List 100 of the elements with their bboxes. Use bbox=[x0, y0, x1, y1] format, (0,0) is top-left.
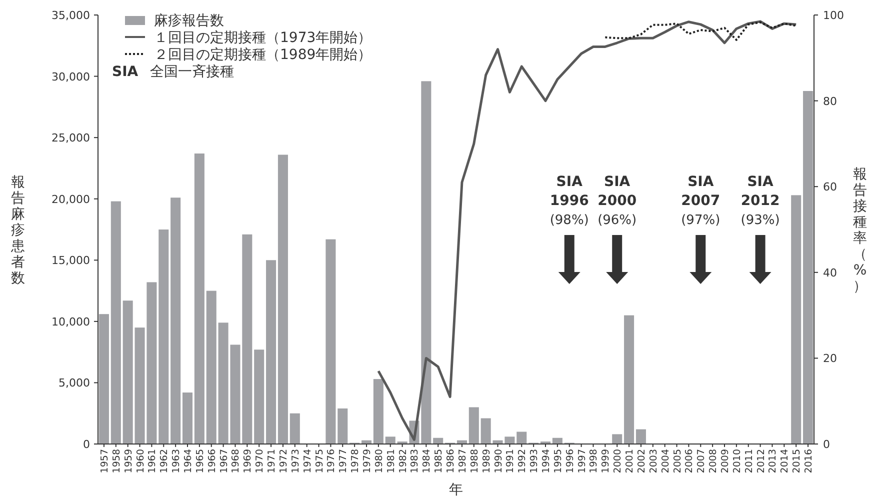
legend-label: ２回目の定期接種（1989年開始） bbox=[154, 47, 372, 63]
x-tick-label: 1991 bbox=[505, 449, 516, 474]
bar bbox=[612, 434, 622, 444]
x-tick-label: 1997 bbox=[576, 449, 588, 474]
bar bbox=[98, 314, 109, 444]
annotation: SIA 1996 (98%) bbox=[550, 174, 589, 228]
x-tick-label: 1973 bbox=[290, 449, 302, 474]
y-tick-label: 30,000 bbox=[52, 70, 90, 84]
x-tick-label: 1985 bbox=[434, 449, 445, 474]
x-tick-label: 1994 bbox=[541, 449, 552, 474]
x-tick-label: 1998 bbox=[588, 449, 600, 474]
bar bbox=[110, 201, 121, 444]
y-axis-title: 報告麻疹患者数 bbox=[11, 174, 25, 286]
x-axis-title: 年 bbox=[449, 482, 463, 498]
legend-label: １回目の定期接種（1973年開始） bbox=[154, 30, 372, 46]
y2-tick-label: 40 bbox=[823, 266, 837, 280]
bar bbox=[516, 432, 527, 444]
bar bbox=[290, 413, 300, 444]
bar bbox=[373, 379, 384, 444]
x-tick-label: 1965 bbox=[194, 449, 206, 474]
x-tick-label: 2006 bbox=[684, 449, 696, 474]
y2-axis-title: 報告接種率（%） bbox=[853, 166, 867, 294]
annotation: SIA 2007 (97%) bbox=[681, 174, 720, 284]
y-tick-label: 10,000 bbox=[52, 315, 90, 328]
x-tick-label: 1988 bbox=[469, 449, 480, 474]
x-tick-label: 1980 bbox=[374, 449, 385, 474]
bar bbox=[242, 234, 252, 444]
bar bbox=[480, 418, 491, 444]
x-tick-label: 2004 bbox=[660, 449, 672, 474]
bar bbox=[266, 260, 276, 444]
x-tick-label: 2011 bbox=[744, 449, 755, 474]
x-tick-label: 2010 bbox=[732, 449, 743, 474]
x-tick-label: 2003 bbox=[648, 449, 660, 474]
y2-tick-label: 0 bbox=[823, 438, 830, 451]
bar bbox=[122, 300, 133, 444]
annotation: SIA 2000 (96%) bbox=[598, 174, 637, 228]
y-tick-label: 20,000 bbox=[52, 192, 90, 206]
y2-tick-label: 20 bbox=[823, 352, 837, 366]
annotation: SIA 2012 (93%) bbox=[740, 174, 780, 228]
y-tick-label: 35,000 bbox=[52, 9, 90, 22]
x-tick-label: 1966 bbox=[206, 449, 218, 474]
x-tick-label: 1964 bbox=[183, 449, 194, 474]
bar bbox=[468, 407, 479, 444]
y-tick-label: 5,000 bbox=[58, 376, 90, 390]
x-tick-label: 1999 bbox=[600, 449, 612, 474]
x-tick-label: 2008 bbox=[708, 449, 720, 474]
bar bbox=[158, 230, 169, 444]
x-tick-label: 2012 bbox=[756, 449, 767, 474]
x-tick-label: 1979 bbox=[362, 449, 373, 474]
x-tick-label: 1982 bbox=[398, 449, 409, 474]
x-tick-label: 1993 bbox=[529, 449, 540, 474]
y2-tick-label: 80 bbox=[823, 94, 837, 108]
y2-tick-label: 60 bbox=[823, 180, 837, 194]
legend-label: 麻疹報告数 bbox=[154, 13, 224, 29]
bar bbox=[182, 392, 193, 444]
bar bbox=[194, 154, 204, 444]
x-tick-label: 1992 bbox=[517, 449, 528, 474]
x-tick-label: 1972 bbox=[278, 449, 290, 474]
annotation: SIA 1996 (98%) bbox=[550, 174, 589, 284]
bar bbox=[803, 90, 814, 444]
x-tick-label: 1986 bbox=[446, 449, 457, 474]
x-tick-label: 2014 bbox=[780, 449, 791, 474]
y-tick-label: 0 bbox=[83, 438, 90, 451]
x-tick-label: 1959 bbox=[123, 449, 134, 474]
bar bbox=[170, 198, 181, 444]
bar bbox=[206, 290, 216, 444]
x-tick-label: 1977 bbox=[338, 449, 350, 474]
x-tick-label: 1963 bbox=[171, 449, 182, 474]
x-tick-label: 1968 bbox=[230, 449, 242, 474]
x-tick-label: 1974 bbox=[302, 449, 314, 474]
annotation: SIA 2000 (96%) bbox=[598, 174, 637, 284]
x-tick-label: 1995 bbox=[552, 449, 564, 474]
x-tick-label: 1990 bbox=[493, 449, 504, 474]
x-tick-label: 1957 bbox=[99, 449, 110, 474]
bar bbox=[278, 154, 288, 444]
annotation: SIA 2007 (97%) bbox=[681, 174, 720, 228]
bar bbox=[385, 436, 396, 444]
x-tick-label: 2015 bbox=[792, 449, 803, 474]
x-tick-label: 1981 bbox=[386, 449, 397, 474]
x-tick-label: 1960 bbox=[135, 449, 146, 474]
y2-tick-label: 100 bbox=[823, 9, 844, 22]
x-tick-label: 1983 bbox=[410, 449, 421, 474]
x-tick-label: 1961 bbox=[147, 449, 158, 474]
x-tick-label: 1970 bbox=[254, 449, 266, 474]
x-tick-label: 1967 bbox=[218, 449, 230, 474]
annotation: SIA 2012 (93%) bbox=[740, 174, 780, 284]
x-tick-label: 2002 bbox=[636, 449, 648, 474]
x-tick-label: 1971 bbox=[266, 449, 278, 474]
bar bbox=[254, 350, 264, 444]
x-tick-label: 2009 bbox=[720, 449, 731, 474]
x-tick-label: 2001 bbox=[624, 449, 636, 474]
x-tick-label: 2005 bbox=[672, 449, 684, 474]
x-tick-label: 1984 bbox=[422, 449, 433, 474]
bar bbox=[791, 195, 802, 444]
x-tick-label: 1969 bbox=[242, 449, 254, 474]
bar bbox=[326, 239, 336, 444]
annotation: SIA 全国一斉接種 bbox=[112, 64, 234, 80]
x-tick-label: 1978 bbox=[350, 449, 362, 474]
x-tick-label: 1976 bbox=[326, 449, 338, 474]
x-tick-label: 2000 bbox=[612, 449, 624, 474]
